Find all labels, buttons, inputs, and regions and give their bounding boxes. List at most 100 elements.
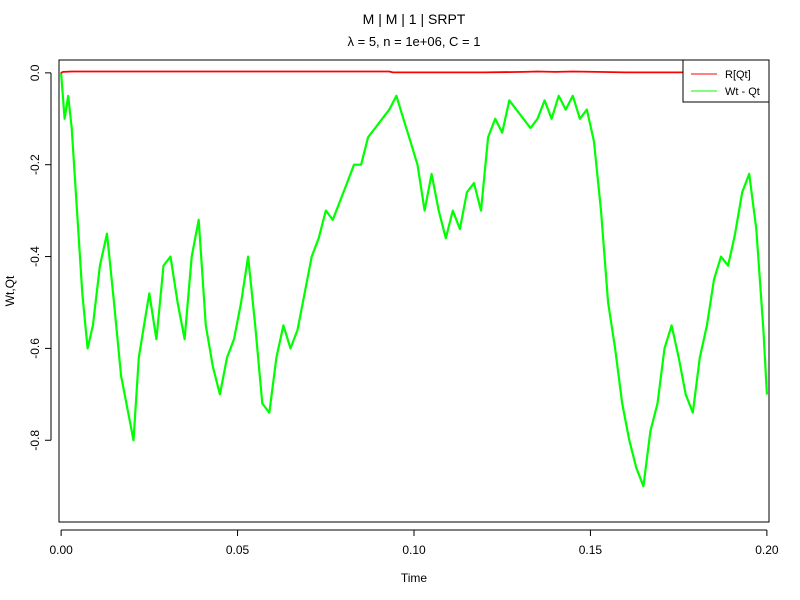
data-point-wt-qt (508, 99, 510, 101)
x-axis-title: Time (401, 571, 428, 585)
data-point-wt-qt (219, 393, 221, 395)
data-point-rqt (484, 71, 486, 73)
data-point-wt-qt (318, 237, 320, 239)
x-tick-label: 0.10 (402, 543, 426, 557)
x-tick-label: 0.20 (755, 543, 779, 557)
x-axis: 0.00 0.05 0.10 0.15 0.20 (49, 529, 779, 557)
data-point-wt-qt (67, 95, 69, 97)
x-tick-label: 0.00 (49, 543, 73, 557)
data-point-wt-qt (522, 118, 525, 120)
data-point-wt-qt (169, 256, 172, 258)
data-point-wt-qt (487, 136, 489, 138)
data-point-wt-qt (551, 118, 553, 120)
data-point-rqt (201, 70, 203, 73)
data-point-wt-qt (515, 109, 517, 111)
data-point-wt-qt (64, 118, 66, 120)
data-point-wt-qt (649, 430, 652, 432)
data-point-rqt (625, 71, 627, 73)
data-point-wt-qt (656, 402, 659, 405)
data-point-wt-qt (628, 439, 630, 441)
data-point-wt-qt (106, 233, 108, 235)
legend-box (682, 59, 770, 103)
data-point-wt-qt (205, 324, 207, 326)
y-axis-title: Wt,Qt (3, 275, 17, 306)
data-point-wt-qt (727, 265, 729, 267)
y-tick-label: -0.4 (28, 246, 42, 267)
data-point-rqt (572, 70, 574, 73)
data-point-wt-qt (325, 210, 327, 212)
data-point-wt-qt (494, 118, 496, 120)
data-point-wt-qt (113, 301, 115, 304)
data-point-wt-qt (473, 182, 475, 184)
plot-frame (58, 59, 770, 523)
data-point-wt-qt (416, 164, 419, 166)
data-point-wt-qt (177, 301, 179, 304)
data-point-wt-qt (663, 347, 666, 349)
data-point-wt-qt (409, 141, 412, 143)
data-point-wt-qt (360, 164, 362, 166)
data-point-rqt (71, 70, 73, 73)
data-point-wt-qt (466, 191, 468, 193)
data-point-wt-qt (678, 357, 680, 359)
data-point-rqt (536, 70, 539, 73)
data-point-wt-qt (332, 219, 334, 221)
data-point-wt-qt (247, 256, 249, 258)
data-point-wt-qt (339, 200, 341, 202)
y-axis: 0.0 -0.2 -0.4 -0.6 -0.8 (28, 64, 52, 451)
data-point-wt-qt (99, 265, 101, 267)
data-point-wt-qt (671, 324, 673, 326)
data-point-wt-qt (600, 210, 602, 212)
series-line-rqt (60, 70, 767, 74)
data-point-wt-qt (275, 357, 277, 359)
data-point-wt-qt (720, 256, 722, 258)
data-point-rqt (60, 72, 62, 74)
data-point-wt-qt (374, 127, 376, 129)
data-point-wt-qt (92, 324, 94, 326)
series-line-wt-qt (60, 72, 768, 488)
data-point-wt-qt (741, 191, 743, 193)
data-point-wt-qt (621, 402, 623, 405)
data-point-wt-qt (162, 265, 165, 267)
data-point-wt-qt (226, 357, 228, 359)
x-tick-label: 0.15 (579, 543, 603, 557)
x-tick-label: 0.05 (226, 543, 250, 557)
y-tick-label: -0.6 (28, 338, 42, 359)
data-point-wt-qt (289, 347, 292, 349)
y-tick-label: 0.0 (28, 64, 42, 81)
data-point-wt-qt (138, 357, 140, 359)
data-point-wt-qt (120, 375, 122, 377)
y-tick-label: -0.8 (28, 430, 42, 451)
data-point-wt-qt (544, 99, 546, 101)
data-point-wt-qt (148, 292, 150, 294)
data-point-wt-qt (71, 127, 73, 129)
data-point-wt-qt (87, 347, 89, 349)
data-point-wt-qt (311, 256, 313, 258)
data-point-wt-qt (529, 127, 532, 129)
chart-title: M | M | 1 | SRPT (363, 11, 466, 27)
data-point-rqt (596, 71, 599, 73)
chart-subtitle: λ = 5, n = 1e+06, C = 1 (348, 34, 481, 49)
data-point-wt-qt (501, 132, 503, 134)
data-point-wt-qt (81, 292, 83, 294)
data-point-wt-qt (381, 118, 383, 120)
data-point-wt-qt (240, 301, 242, 304)
data-point-wt-qt (713, 278, 715, 281)
data-point-wt-qt (431, 173, 433, 175)
data-point-wt-qt (184, 338, 186, 340)
data-point-wt-qt (565, 109, 567, 111)
legend: R[Qt] Wt - Qt (682, 59, 770, 103)
data-point-wt-qt (586, 109, 588, 111)
data-point-rqt (554, 71, 556, 73)
data-point-wt-qt (388, 109, 390, 111)
data-point-wt-qt (282, 324, 284, 326)
data-point-rqt (413, 71, 415, 73)
legend-label-wt-qt: Wt - Qt (725, 86, 760, 98)
data-point-wt-qt (155, 338, 157, 340)
data-point-wt-qt (635, 467, 637, 469)
data-point-wt-qt (296, 329, 299, 331)
series-layer (60, 70, 768, 488)
data-point-rqt (388, 70, 390, 73)
data-point-wt-qt (755, 228, 757, 230)
data-point-wt-qt (607, 301, 609, 304)
